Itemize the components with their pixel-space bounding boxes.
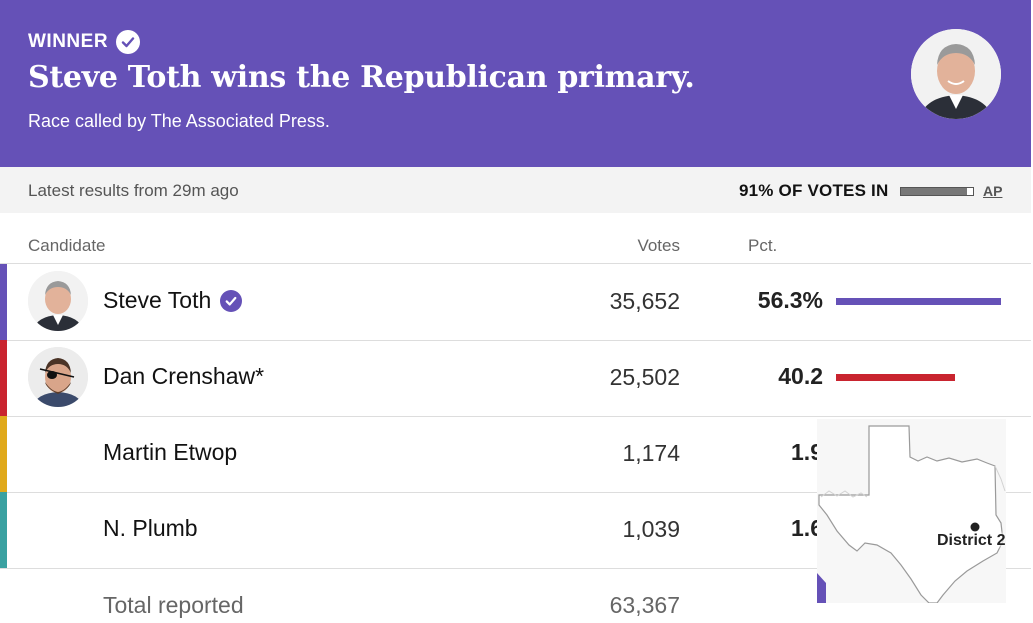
party-color-bar (0, 416, 7, 492)
table-row: Steve Toth 35,652 56.3% (0, 264, 1031, 341)
header-candidate: Candidate (28, 236, 106, 255)
party-color-bar (0, 264, 7, 340)
results-status-bar: Latest results from 29m ago 91% OF VOTES… (0, 167, 1031, 213)
header-pct: Pct. (748, 236, 778, 255)
winner-check-icon (220, 289, 243, 312)
district-label: District 2 (937, 532, 1006, 549)
header-votes: Votes (637, 236, 680, 255)
vote-share-bar (836, 298, 1001, 305)
reporting-progress-bar (900, 187, 974, 196)
checkmark-icon (116, 30, 141, 54)
candidate-name-text: Steve Toth (103, 287, 212, 313)
total-votes: 63,367 (609, 592, 680, 618)
race-called-text: Race called by The Associated Press. (28, 111, 330, 131)
candidate-name: Dan Crenshaw* (103, 363, 264, 390)
winner-photo (911, 29, 1001, 119)
ap-link[interactable]: AP (983, 183, 1003, 199)
reporting-progress-fill (901, 188, 967, 195)
winner-row: WINNER (28, 30, 141, 54)
candidate-votes: 35,652 (609, 288, 680, 314)
candidate-votes: 25,502 (609, 364, 680, 390)
texas-map (817, 425, 1006, 603)
candidate-name: Steve Toth (103, 287, 243, 314)
candidate-photo-steve-toth (28, 271, 88, 331)
party-color-bar (0, 340, 7, 416)
candidate-name-text: Dan Crenshaw* (103, 363, 265, 389)
candidate-votes: 1,039 (622, 516, 680, 542)
candidate-pct: 40.2 (778, 363, 823, 389)
district-map: District 2 (817, 419, 1006, 603)
latest-results-text: Latest results from 29m ago (28, 181, 239, 200)
headline: Steve Toth wins the Republican primary. (28, 60, 695, 95)
candidate-pct: 56.3% (757, 287, 823, 313)
total-label: Total reported (103, 592, 244, 618)
party-color-bar (0, 492, 7, 568)
winner-banner: WINNER Steve Toth wins the Republican pr… (0, 0, 1031, 167)
table-row: N. Plumb 1,039 1.6 (0, 492, 1031, 569)
table-header: Candidate Votes Pct. (0, 213, 1031, 264)
winner-label: WINNER (28, 31, 109, 52)
votes-in-text: 91% OF VOTES IN (739, 181, 889, 200)
vote-share-bar (836, 374, 955, 381)
candidate-photo-dan-crenshaw (28, 347, 88, 407)
candidate-name-text: N. Plumb (103, 515, 198, 541)
table-row: Dan Crenshaw* 25,502 40.2 (0, 340, 1031, 417)
candidate-name-text: Martin Etwop (103, 439, 238, 465)
candidate-votes: 1,174 (622, 440, 680, 466)
district-marker (970, 522, 980, 532)
candidate-name: Martin Etwop (103, 439, 237, 466)
total-row: Total reported 63,367 (0, 568, 1031, 623)
candidate-name: N. Plumb (103, 515, 198, 542)
